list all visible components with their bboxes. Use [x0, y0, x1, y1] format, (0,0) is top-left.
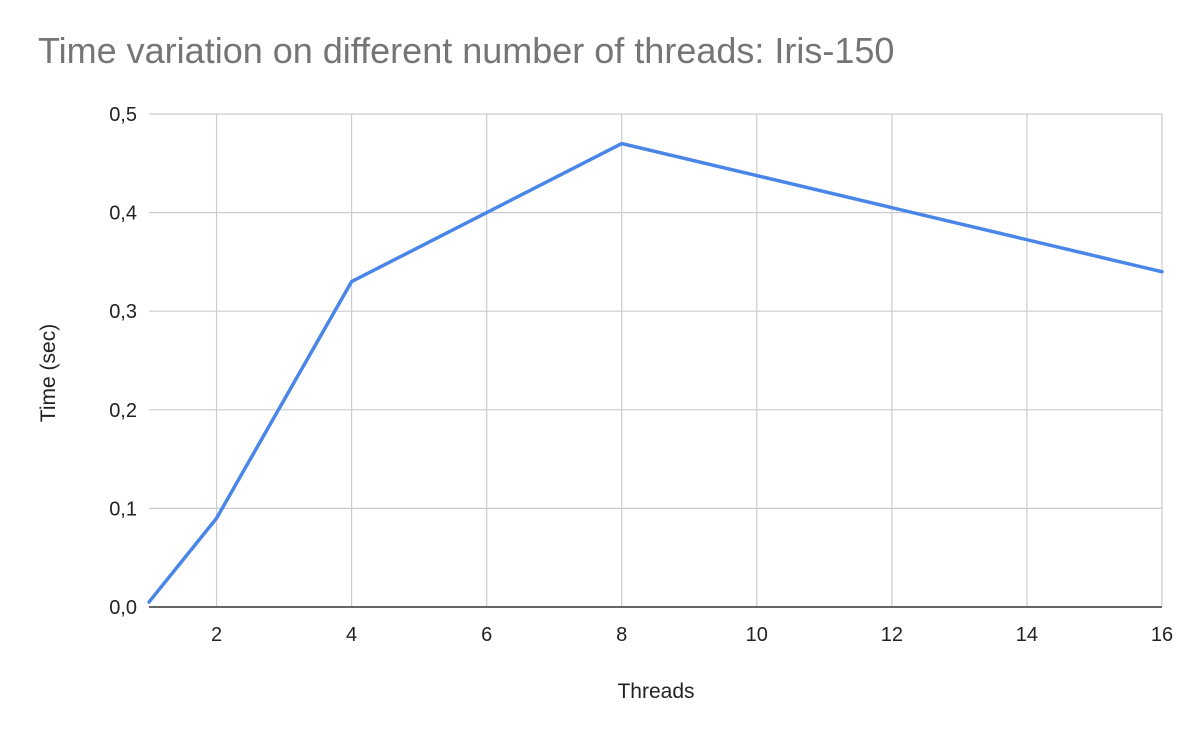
y-axis-title: Time (sec) [37, 324, 60, 422]
x-tick-label: 2 [211, 624, 222, 646]
x-tick-label: 8 [616, 624, 627, 646]
series-layer [147, 141, 1164, 604]
x-axis-title: Threads [617, 680, 694, 703]
x-tick-label: 12 [881, 624, 903, 646]
gridlines [149, 113, 1163, 607]
x-tick-label: 14 [1016, 624, 1038, 646]
series-line [147, 141, 1164, 604]
y-tick-label: 0,5 [109, 104, 137, 126]
y-tick-label: 0,4 [109, 203, 137, 225]
x-tick-label: 6 [481, 624, 492, 646]
tick-labels: 0,0 0,1 0,2 0,3 0,4 0,5 2 4 6 8 10 12 14 16 [109, 104, 1173, 646]
y-tick-label: 0,2 [109, 400, 137, 422]
y-tick-label: 0,3 [109, 301, 137, 323]
chart-title: Time variation on different number of th… [38, 30, 895, 71]
x-tick-label: 16 [1151, 624, 1173, 646]
x-tick-label: 4 [346, 624, 357, 646]
y-tick-label: 0,0 [109, 597, 137, 619]
x-tick-label: 10 [746, 624, 768, 646]
y-tick-label: 0,1 [109, 498, 137, 520]
